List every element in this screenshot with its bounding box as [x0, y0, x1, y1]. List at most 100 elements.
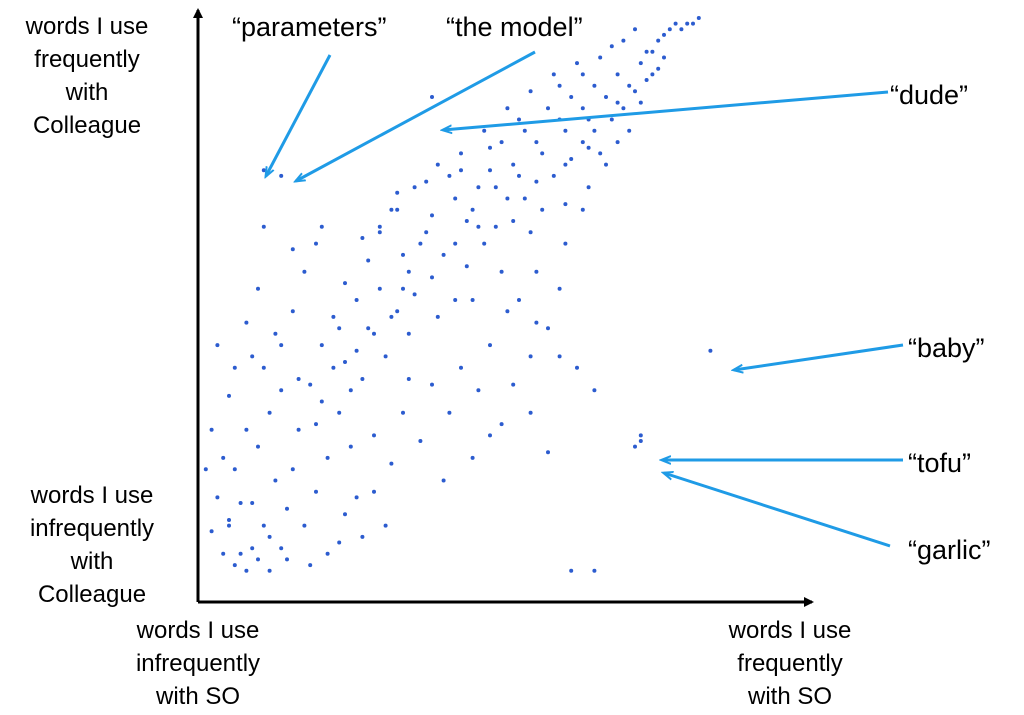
data-point-0-129	[563, 241, 568, 246]
data-point-0-144	[383, 523, 388, 528]
data-point-0-88	[528, 89, 533, 94]
data-point-0-24	[273, 478, 278, 483]
data-point-0-163	[656, 66, 661, 71]
data-point-0-168	[546, 450, 550, 455]
data-point-0-44	[273, 331, 278, 336]
data-point-0-150	[482, 241, 487, 246]
data-point-0-34	[290, 467, 295, 472]
data-point-0-18	[232, 467, 237, 472]
data-point-0-214	[296, 377, 301, 381]
data-point-0-126	[517, 298, 521, 302]
data-point-0-196	[314, 422, 318, 427]
data-point-0-180	[360, 236, 365, 240]
data-point-0-47	[308, 382, 313, 387]
data-point-0-162	[644, 78, 649, 82]
data-point-0-119	[488, 343, 492, 348]
data-point-0-154	[540, 207, 545, 212]
data-point-0-55	[343, 281, 347, 286]
data-point-0-31	[203, 467, 208, 472]
data-point-0-207	[586, 145, 591, 150]
data-point-0-183	[459, 168, 463, 173]
data-point-0-57	[314, 241, 318, 246]
data-point-0-42	[296, 427, 301, 432]
data-point-0-122	[476, 388, 481, 393]
data-point-0-139	[406, 377, 411, 381]
annotation-garlic: “garlic”	[908, 535, 991, 565]
data-point-0-38	[261, 365, 266, 370]
data-point-0-208	[615, 100, 620, 105]
x-axis-high-label: words I use frequently with SO	[728, 617, 852, 710]
data-point-0-87	[546, 106, 550, 111]
data-point-0-52	[302, 269, 307, 274]
data-point-0-108	[644, 49, 649, 54]
data-point-0-209	[638, 100, 643, 105]
data-point-0-130	[580, 207, 585, 212]
data-point-0-0	[261, 168, 266, 173]
data-point-0-19	[267, 534, 272, 539]
data-point-0-123	[505, 309, 510, 314]
data-point-0-111	[667, 27, 672, 32]
data-point-0-53	[331, 314, 336, 319]
data-point-0-91	[569, 95, 574, 99]
data-point-0-96	[575, 61, 579, 66]
data-point-0-166	[592, 388, 597, 393]
data-point-0-167	[528, 410, 533, 415]
data-point-0-155	[551, 173, 556, 178]
data-point-0-104	[621, 38, 626, 43]
data-point-0-215	[319, 399, 324, 404]
data-point-0-103	[638, 61, 643, 66]
data-point-0-213	[279, 343, 284, 348]
data-point-0-132	[499, 422, 504, 427]
data-point-0-147	[331, 365, 336, 370]
annotation-tofu: “tofu”	[908, 448, 972, 478]
data-point-0-101	[627, 83, 632, 88]
data-point-0-205	[534, 179, 539, 184]
data-point-0-51	[348, 444, 353, 449]
y-axis-high-label: words I use frequently with Colleague	[25, 13, 149, 139]
data-point-0-199	[377, 286, 382, 291]
data-point-0-113	[685, 21, 690, 26]
data-point-0-194	[598, 151, 603, 156]
data-point-0-179	[232, 563, 237, 568]
data-point-0-127	[534, 269, 539, 274]
data-point-0-138	[389, 461, 394, 466]
data-point-0-13	[238, 551, 243, 556]
data-point-0-131	[604, 162, 608, 167]
data-point-0-28	[238, 501, 243, 505]
data-point-0-4	[638, 433, 643, 438]
data-point-0-164	[557, 354, 562, 359]
data-point-0-141	[360, 534, 365, 539]
data-point-0-56	[372, 331, 376, 336]
data-point-0-170	[511, 382, 516, 387]
data-point-0-190	[470, 298, 475, 302]
data-point-0-58	[354, 298, 359, 302]
data-point-0-32	[232, 365, 237, 370]
data-point-0-102	[609, 44, 614, 49]
data-point-0-212	[250, 354, 255, 359]
data-point-0-35	[250, 546, 255, 551]
data-point-0-184	[488, 145, 492, 150]
data-point-0-63	[406, 269, 411, 274]
data-point-0-97	[604, 95, 608, 99]
data-point-0-39	[244, 320, 249, 325]
data-point-0-69	[441, 252, 446, 257]
data-point-0-115	[696, 16, 701, 20]
data-point-0-188	[406, 331, 411, 336]
data-point-0-70	[424, 230, 429, 235]
data-point-0-136	[615, 140, 620, 145]
data-point-0-7	[395, 190, 400, 195]
data-point-0-81	[511, 162, 516, 167]
parameters-arrow	[266, 54, 332, 176]
data-point-0-153	[522, 196, 527, 201]
data-point-0-178	[244, 568, 249, 573]
data-point-0-83	[522, 128, 527, 133]
data-point-0-191	[499, 269, 504, 274]
data-point-0-193	[563, 202, 568, 207]
data-point-0-84	[505, 106, 510, 111]
data-point-0-216	[343, 360, 347, 364]
data-point-0-206	[563, 162, 568, 167]
data-point-0-27	[221, 551, 226, 556]
data-point-0-95	[592, 83, 597, 88]
data-point-0-37	[302, 523, 307, 528]
data-point-0-125	[470, 455, 475, 460]
